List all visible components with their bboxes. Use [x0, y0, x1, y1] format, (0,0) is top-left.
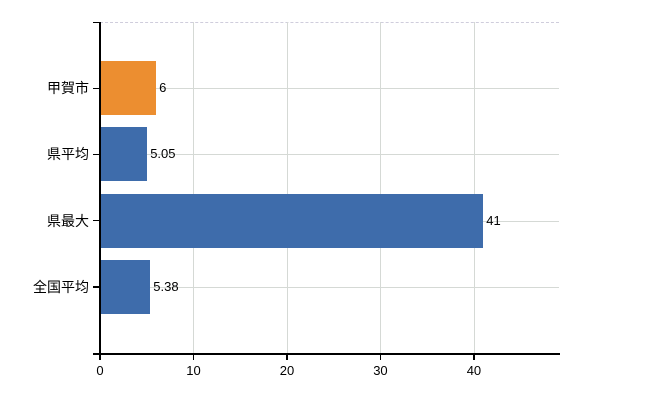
y-axis-top-tick — [93, 22, 100, 24]
gridline-vertical — [380, 22, 382, 353]
bar-value-label: 5.38 — [153, 278, 179, 294]
gridline-horizontal — [100, 286, 559, 288]
category-label: 甲賀市 — [47, 80, 89, 97]
category-label: 県平均 — [47, 146, 89, 163]
x-tick-label: 40 — [466, 363, 482, 378]
x-tick-label: 10 — [186, 363, 201, 378]
bar-全国平均 — [100, 259, 151, 314]
bar-value-label: 41 — [486, 212, 501, 228]
bar-value-label: 5.05 — [150, 146, 176, 162]
gridline-vertical — [193, 22, 195, 353]
gridline-vertical — [286, 22, 288, 353]
category-label: 県最大 — [47, 212, 89, 229]
gridline-horizontal — [100, 88, 559, 90]
x-axis-tick — [192, 353, 195, 360]
bar-甲賀市 — [100, 61, 157, 116]
x-axis-tick — [286, 353, 288, 360]
category-tick — [93, 220, 100, 222]
bar-県平均 — [100, 127, 148, 182]
category-label: 全国平均 — [33, 278, 89, 295]
x-tick-label: 0 — [96, 363, 104, 378]
bar-県最大 — [100, 193, 484, 248]
x-axis-tick — [379, 353, 382, 360]
gridline-vertical — [473, 22, 475, 353]
category-tick — [93, 153, 100, 156]
category-tick — [93, 286, 100, 288]
x-tick-label: 20 — [279, 363, 295, 378]
gridline-horizontal — [100, 154, 559, 156]
category-tick — [93, 87, 100, 90]
y-axis-line — [99, 22, 101, 360]
x-tick-label: 30 — [373, 363, 388, 378]
plot-top-border — [100, 22, 559, 23]
x-axis-tick — [473, 353, 475, 360]
x-axis-line — [93, 353, 560, 355]
bar-value-label: 6 — [159, 80, 167, 96]
